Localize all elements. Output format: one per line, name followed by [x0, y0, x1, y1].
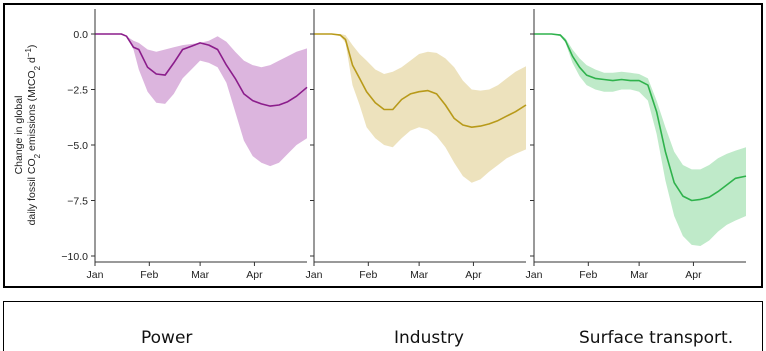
x-tick-label-1-1: Feb	[359, 269, 377, 281]
y-tick-label-0: 0.0	[73, 29, 88, 41]
panel-1: Jan Feb Mar Apr	[306, 9, 527, 281]
uncertainty-band-2	[534, 34, 746, 246]
caption-industry: Industry	[394, 328, 464, 348]
y-axis-label-part-6: )	[26, 45, 38, 49]
x-tick-label-0-1: Feb	[140, 269, 158, 281]
x-tick-label-0-2: Mar	[191, 269, 210, 281]
uncertainty-band-1	[314, 34, 526, 183]
mean-line-2	[534, 33, 747, 202]
y-axis-label-part-1: 2	[33, 153, 42, 158]
y-axis-label-part-3: 2	[33, 65, 42, 70]
emissions-chart: Jan Feb Mar Apr 0.0 −2.5 −5.0 −7.5 −10.0 Jan Feb Ma…	[13, 9, 747, 281]
y-axis-label-line2: daily fossil CO2 emissions (MtCO2 d−1)	[24, 45, 42, 226]
y-axis-label-part-4: d	[26, 57, 38, 66]
y-axis-label-part-0: daily fossil CO	[26, 158, 38, 225]
y-tick-label-3: −7.5	[67, 196, 88, 208]
x-tick-label-2-2: Mar	[630, 269, 649, 281]
mean-line-1	[314, 33, 527, 128]
x-tick-label-0-3: Apr	[246, 269, 263, 281]
y-tick-label-2: −5.0	[67, 140, 88, 152]
x-tick-label-2-0: Jan	[526, 269, 543, 281]
panel-0: Jan Feb Mar Apr 0.0 −2.5 −5.0 −7.5 −10.0	[61, 9, 308, 281]
x-tick-label-2-1: Feb	[579, 269, 597, 281]
y-axis-label-part-5: −1	[24, 48, 33, 58]
caption-frame: Power Industry Surface transport.	[3, 301, 763, 351]
x-tick-label-1-3: Apr	[465, 269, 482, 281]
chart-frame: Jan Feb Mar Apr 0.0 −2.5 −5.0 −7.5 −10.0 Jan Feb Ma…	[3, 3, 763, 288]
x-tick-label-1-0: Jan	[306, 269, 323, 281]
uncertainty-band-0	[95, 34, 307, 167]
y-tick-label-4: −10.0	[61, 251, 88, 263]
caption-surface-transport: Surface transport.	[579, 328, 734, 348]
y-axis-label-line1: Change in global	[13, 96, 25, 175]
caption-power: Power	[141, 328, 193, 348]
x-tick-label-2-3: Apr	[685, 269, 702, 281]
panel-2: Jan Feb Mar Apr	[526, 9, 747, 281]
x-tick-label-1-2: Mar	[410, 269, 429, 281]
y-tick-label-1: −2.5	[67, 85, 88, 97]
x-tick-label-0-0: Jan	[87, 269, 104, 281]
y-axis-label-part-2: emissions (MtCO	[26, 70, 38, 153]
mean-line-0	[95, 33, 308, 107]
